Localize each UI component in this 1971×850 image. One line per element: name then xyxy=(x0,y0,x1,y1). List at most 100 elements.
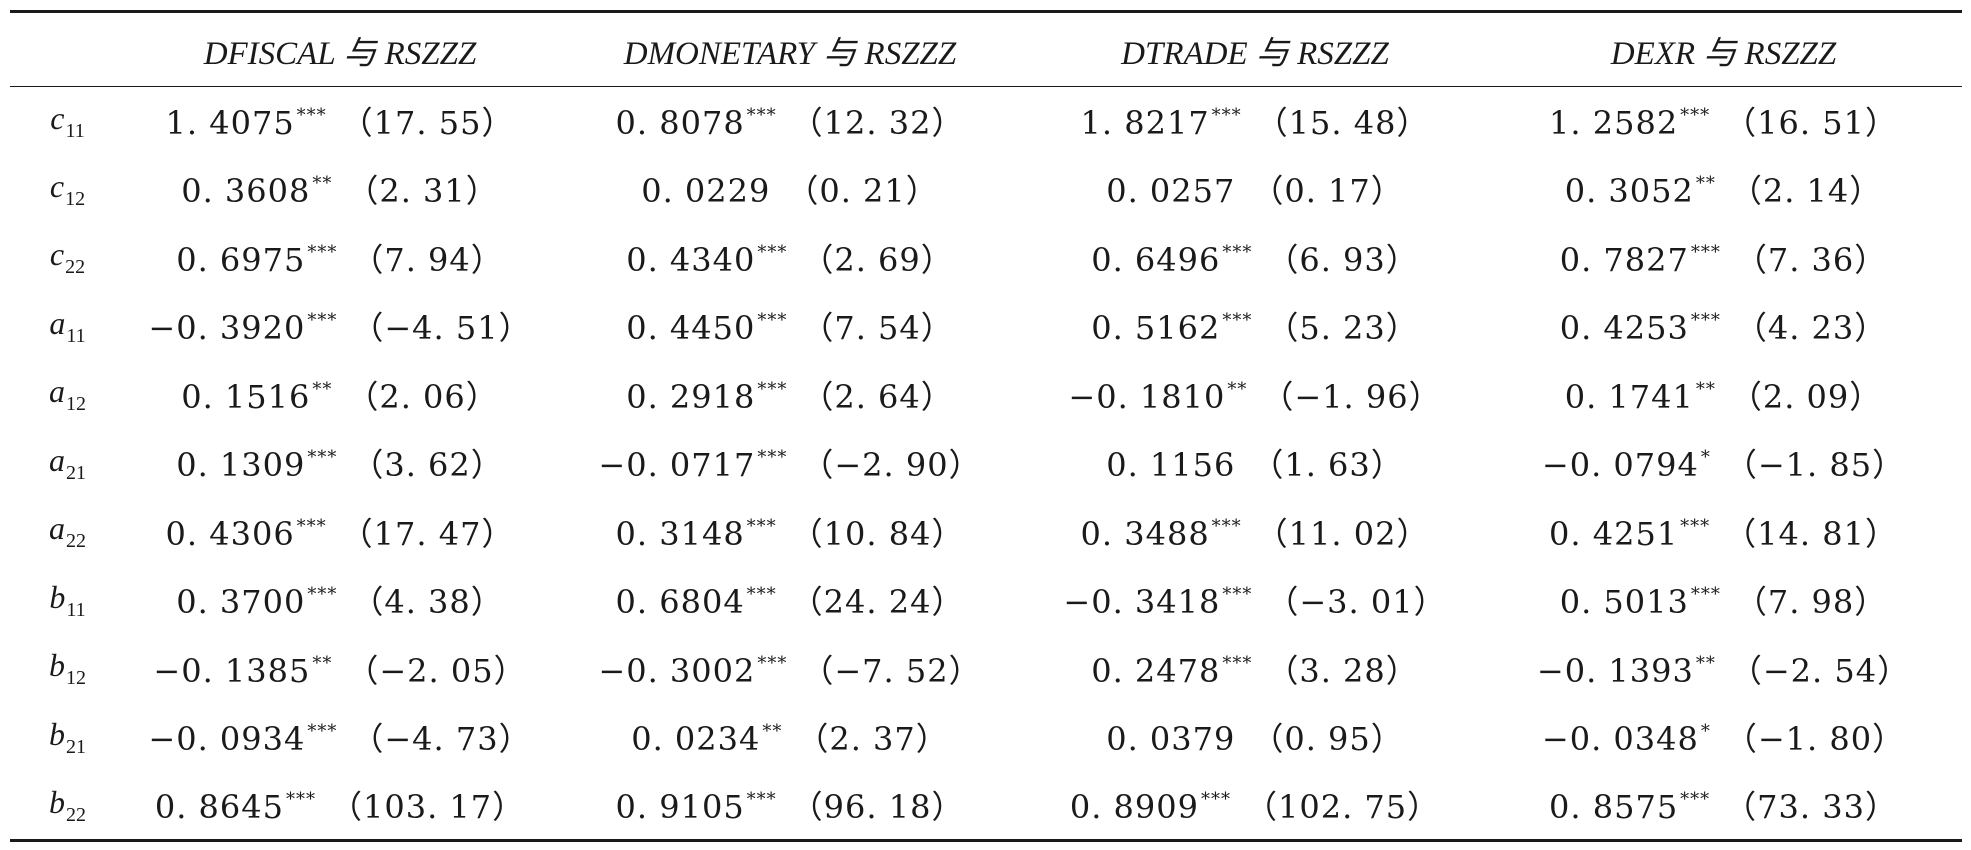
significance-stars: *** xyxy=(1680,105,1711,126)
coefficient: 0. 1516 xyxy=(181,377,311,416)
coefficient: 0. 3608 xyxy=(181,172,311,211)
estimate-cell: 0. 8909 *** （102. 75） xyxy=(1025,771,1485,842)
estimate-cell: 0. 3488 *** （11. 02） xyxy=(1025,498,1485,567)
t-statistic: （73. 33） xyxy=(1724,788,1898,826)
significance-stars: ** xyxy=(312,652,333,674)
estimate-cell: 0. 1156 （1. 63） xyxy=(1025,429,1485,498)
param-subscript: 11 xyxy=(66,324,86,347)
param-subscript: 22 xyxy=(66,530,86,553)
t-statistic: （−1. 80） xyxy=(1724,720,1906,759)
coefficient: −0. 3418 xyxy=(1063,583,1221,622)
estimate-cell: 0. 3608 ** （2. 31） xyxy=(125,155,555,224)
estimate-cell: 0. 8078 *** （12. 32） xyxy=(555,87,1025,156)
param-subscript: 22 xyxy=(66,803,86,826)
coefficient: 0. 5162 xyxy=(1091,309,1221,348)
estimate-cell: −0. 0794 * （−1. 85） xyxy=(1485,429,1962,498)
significance-stars: *** xyxy=(307,310,338,332)
param-subscript: 12 xyxy=(66,393,86,416)
table-row: c12 0. 3608 ** （2. 31） 0. 0229 （0. 21） 0. 0257… xyxy=(10,155,1962,224)
table-row: b11 0. 3700 *** （4. 38） 0. 6804 *** （24. 24） −0… xyxy=(10,566,1962,635)
param-symbol: c xyxy=(49,236,65,273)
table-row: b12 −0. 1385 ** （−2. 05） −0. 3002 *** （−7. 52）… xyxy=(10,635,1962,704)
significance-stars: *** xyxy=(746,515,777,537)
significance-stars: *** xyxy=(757,241,788,263)
coefficient: 0. 4340 xyxy=(626,240,756,279)
t-statistic: （7. 98） xyxy=(1734,583,1888,622)
significance-stars: ** xyxy=(312,173,333,195)
coefficient: 0. 4306 xyxy=(165,514,295,553)
estimate-cell: 0. 6804 *** （24. 24） xyxy=(555,566,1025,635)
coefficient: 0. 8575 xyxy=(1549,788,1679,826)
estimate-cell: 0. 4306 *** （17. 47） xyxy=(125,498,555,567)
t-statistic: （103. 17） xyxy=(329,788,526,826)
estimate-cell: 0. 4253 *** （4. 23） xyxy=(1485,292,1962,361)
param-cell: b21 xyxy=(10,703,125,772)
t-statistic: （0. 95） xyxy=(1251,720,1404,759)
estimate-cell: 0. 3700 *** （4. 38） xyxy=(125,566,555,635)
t-statistic: （2. 31） xyxy=(346,172,499,211)
estimate-cell: −0. 3002 *** （−7. 52） xyxy=(555,635,1025,704)
table-row: a21 0. 1309 *** （3. 62） −0. 0717 *** （−2. 90） 0… xyxy=(10,429,1962,498)
coefficient: −0. 0794 xyxy=(1541,446,1699,485)
table-row: a11 −0. 3920 *** （−4. 51） 0. 4450 *** （7. 54） 0… xyxy=(10,292,1962,361)
coefficient: −0. 1393 xyxy=(1536,651,1694,690)
t-statistic: （11. 02） xyxy=(1255,514,1430,553)
param-cell: b22 xyxy=(10,771,125,842)
header-row: DFISCAL 与 RSZZZ DMONETARY 与 RSZZZ DTRADE… xyxy=(10,10,1962,87)
coefficient: 0. 1309 xyxy=(176,446,306,485)
coefficient: −0. 0934 xyxy=(148,720,306,759)
regression-table: DFISCAL 与 RSZZZ DMONETARY 与 RSZZZ DTRADE… xyxy=(10,10,1962,842)
t-statistic: （3. 62） xyxy=(351,446,504,485)
estimate-cell: 0. 1309 *** （3. 62） xyxy=(125,429,555,498)
estimate-cell: 0. 0257 （0. 17） xyxy=(1025,155,1485,224)
significance-stars: *** xyxy=(1680,789,1711,810)
param-symbol: c xyxy=(49,167,65,204)
t-statistic: （15. 48） xyxy=(1255,104,1430,142)
coefficient: 0. 3148 xyxy=(615,514,745,553)
significance-stars: *** xyxy=(1211,515,1242,537)
t-statistic: （2. 09） xyxy=(1729,377,1883,416)
estimate-cell: −0. 0348 * （−1. 80） xyxy=(1485,703,1962,772)
param-subscript: 21 xyxy=(66,461,86,484)
t-statistic: （4. 23） xyxy=(1734,309,1888,348)
t-statistic: （102. 75） xyxy=(1244,788,1441,826)
significance-stars: *** xyxy=(757,447,788,469)
significance-stars: *** xyxy=(746,584,777,606)
estimate-cell: 0. 6496 *** （6. 93） xyxy=(1025,224,1485,293)
significance-stars: *** xyxy=(757,310,788,332)
significance-stars: * xyxy=(1700,447,1711,469)
significance-stars: ** xyxy=(762,721,783,743)
t-statistic: （2. 69） xyxy=(801,240,954,279)
estimate-cell: 0. 3052 ** （2. 14） xyxy=(1485,155,1962,224)
coefficient: 0. 0257 xyxy=(1106,172,1236,211)
estimate-cell: −0. 0717 *** （−2. 90） xyxy=(555,429,1025,498)
estimate-cell: 1. 2582 *** （16. 51） xyxy=(1485,87,1962,156)
coefficient: 0. 8909 xyxy=(1069,788,1199,826)
estimate-cell: 0. 2918 *** （2. 64） xyxy=(555,361,1025,430)
t-statistic: （−4. 73） xyxy=(351,720,532,759)
significance-stars: *** xyxy=(1222,584,1253,606)
coefficient: 0. 6496 xyxy=(1091,240,1221,279)
estimate-cell: 0. 7827 *** （7. 36） xyxy=(1485,224,1962,293)
t-statistic: （96. 18） xyxy=(790,788,965,826)
t-statistic: （10. 84） xyxy=(790,514,965,553)
significance-stars: ** xyxy=(1695,173,1716,195)
param-cell: b12 xyxy=(10,635,125,704)
significance-stars: *** xyxy=(285,789,316,810)
t-statistic: （5. 23） xyxy=(1266,309,1419,348)
coefficient: −0. 1385 xyxy=(153,651,311,690)
param-cell: c11 xyxy=(10,87,125,156)
t-statistic: （3. 28） xyxy=(1266,651,1419,690)
param-subscript: 22 xyxy=(65,256,86,279)
coefficient: 0. 5013 xyxy=(1559,583,1689,622)
param-symbol: a xyxy=(49,510,65,547)
coefficient: −0. 3920 xyxy=(148,309,306,348)
significance-stars: *** xyxy=(1222,310,1253,332)
coefficient: 0. 4253 xyxy=(1559,309,1689,348)
t-statistic: （17. 55） xyxy=(340,104,515,142)
significance-stars: *** xyxy=(296,515,327,537)
significance-stars: *** xyxy=(1222,652,1253,674)
estimate-cell: −0. 3418 *** （−3. 01） xyxy=(1025,566,1485,635)
t-statistic: （−2. 90） xyxy=(801,446,982,485)
